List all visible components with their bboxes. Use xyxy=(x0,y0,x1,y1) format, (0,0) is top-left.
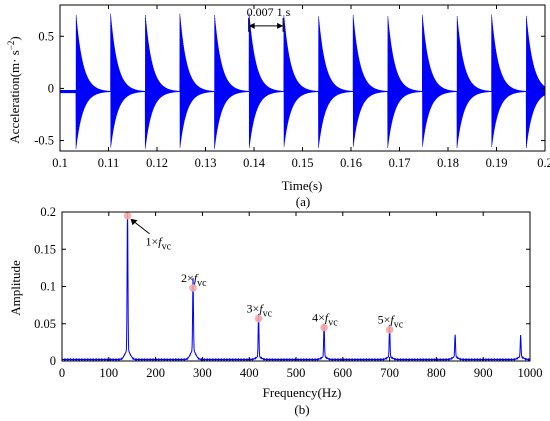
harmonic-subscript: vc xyxy=(197,278,207,289)
panel-b-xtick-label: 100 xyxy=(99,366,118,380)
harmonic-subscript: vc xyxy=(162,242,172,253)
panel-b-xtick-label: 800 xyxy=(427,366,446,380)
panel-a-series-path xyxy=(59,13,546,149)
panel-b-xtick-label: 900 xyxy=(474,366,493,380)
panel-a-xtick-label: 0.16 xyxy=(340,156,362,170)
panel-a-xtick-label: 0.19 xyxy=(486,156,508,170)
harmonic-multiplier: 5× xyxy=(378,313,391,327)
harmonic-label: 1×fvc xyxy=(146,235,172,253)
panel-b-peak-markers xyxy=(123,211,394,334)
harmonic-multiplier: 1× xyxy=(146,235,159,249)
harmonic-label: 2×fvc xyxy=(181,271,207,289)
peak-marker xyxy=(254,314,263,323)
panel-b-ytick-label: 0.05 xyxy=(34,317,56,331)
harmonic-symbol: f xyxy=(259,302,264,316)
period-arrowhead-left xyxy=(248,22,255,29)
harmonic-arrowhead xyxy=(130,218,138,226)
panel-a-signal-line xyxy=(59,13,546,149)
panel-b-series-path xyxy=(61,211,531,362)
peak-marker xyxy=(189,284,197,292)
panel-b-xtick-label: 200 xyxy=(146,366,165,380)
panel-a-xtick-label: 0.11 xyxy=(98,156,119,170)
harmonic-subscript: vc xyxy=(394,320,404,331)
harmonic-multiplier: 3× xyxy=(247,302,260,316)
harmonic-multiplier: 2× xyxy=(181,271,194,285)
panel-b-ylabel: Amplitude xyxy=(8,260,23,316)
harmonic-symbol: f xyxy=(194,271,199,285)
harmonic-symbol: f xyxy=(325,310,330,324)
panel-a-xtick-label: 0.17 xyxy=(389,156,411,170)
panel-a-xtick-label: 0.14 xyxy=(243,156,266,170)
panel-a-ytick-label: 0.5 xyxy=(38,29,54,43)
panel-b-ytick-label: 0.2 xyxy=(40,205,56,219)
period-label: 0.007 1 s xyxy=(247,5,291,19)
harmonic-symbol: f xyxy=(390,313,395,327)
panel-a-ylabel: Acceleration(m· s−2) xyxy=(6,36,22,143)
harmonic-subscript: vc xyxy=(263,309,273,320)
period-annotation: 0.007 1 s xyxy=(247,5,291,32)
panel-b-xtick-label: 700 xyxy=(380,366,399,380)
peak-marker xyxy=(123,211,132,220)
harmonic-subscript: vc xyxy=(328,317,338,328)
panel-b-xtick-label: 300 xyxy=(193,366,212,380)
panel-a-label: (a) xyxy=(296,194,310,209)
panel-a-ylabel-sup: −2 xyxy=(6,41,16,51)
panel-a-ytick-label: -0.5 xyxy=(34,134,54,148)
panel-a-xtick-label: 0.18 xyxy=(437,156,459,170)
panel-a-ylabel-base: Acceleration(m· s xyxy=(7,50,22,143)
panel-b-xlabel: Frequency(Hz) xyxy=(263,385,342,400)
panel-b-spectrum: 0 100 200 300 400 500 600 700 800 900 1000 0 0.05 0.1… xyxy=(8,205,543,417)
peak-marker xyxy=(320,323,328,332)
panel-a-xtick-label: 0.1 xyxy=(52,156,68,170)
peak-marker xyxy=(385,325,394,334)
panel-b-frame xyxy=(61,211,531,362)
panel-b-xtick-label: 0 xyxy=(59,366,65,380)
panel-a-ylabel-end: ) xyxy=(7,36,22,40)
harmonic-label: 3×fvc xyxy=(247,302,273,320)
panel-a-xtick-label: 0.13 xyxy=(195,156,217,170)
panel-b-ytick-label: 0.15 xyxy=(34,242,56,256)
panel-a-xtick-label: 0.15 xyxy=(292,156,314,170)
panel-b-ytick-label: 0.1 xyxy=(40,280,56,294)
panel-b-label: (b) xyxy=(294,402,309,417)
panel-b-axes: 0 100 200 300 400 500 600 700 800 900 1000 0 0.05 0.1… xyxy=(34,205,542,380)
harmonic-multiplier: 4× xyxy=(312,310,325,324)
panel-a-xlabel: Time(s) xyxy=(282,178,323,193)
panel-b-xtick-label: 600 xyxy=(333,366,352,380)
panel-a-frame xyxy=(59,4,546,152)
panel-b-xtick-label: 400 xyxy=(240,366,259,380)
harmonic-label: 4×fvc xyxy=(312,310,338,328)
panel-b-xtick-label: 1000 xyxy=(518,366,543,380)
period-arrowhead-right xyxy=(277,22,284,29)
panel-a-axes: 0.1 0.11 0.12 0.13 0.14 0.15 0.16 0.17 0.18 0.19 0… xyxy=(34,4,550,170)
panel-a-time-signal: 0.1 0.11 0.12 0.13 0.14 0.15 0.16 0.17 0.18 0.19 0… xyxy=(6,4,550,209)
harmonic-label: 5×fvc xyxy=(378,313,404,331)
panel-b-xtick-label: 500 xyxy=(287,366,306,380)
panel-b-ytick-label: 0 xyxy=(50,354,56,368)
panel-a-xtick-label: 0.2 xyxy=(537,156,550,170)
harmonic-symbol: f xyxy=(158,235,163,249)
panel-a-xtick-label: 0.12 xyxy=(146,156,168,170)
panel-a-ytick-label: 0 xyxy=(48,81,54,95)
panel-b-spectrum-line xyxy=(61,211,531,362)
